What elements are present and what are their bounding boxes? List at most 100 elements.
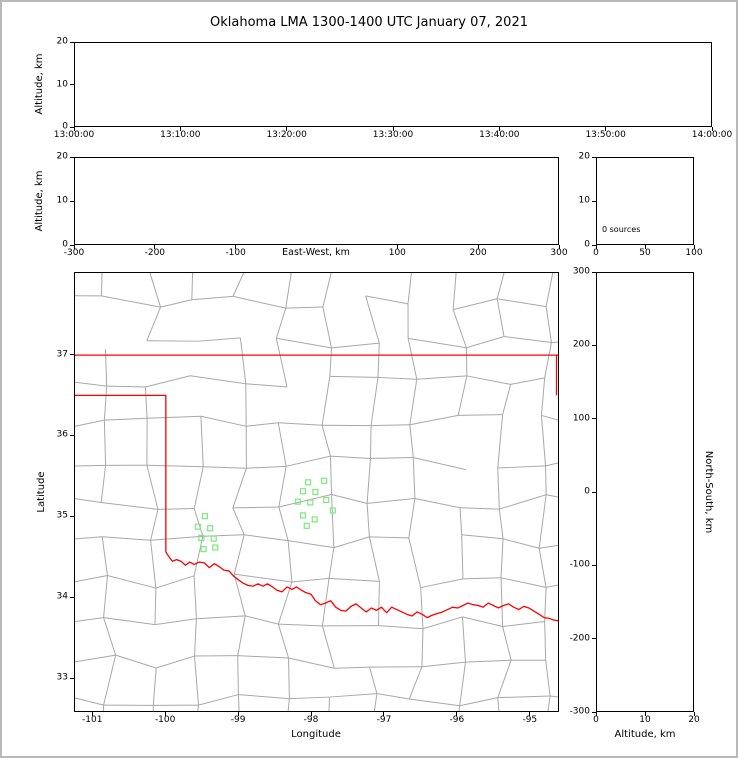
tick-mark [70, 677, 74, 679]
tick-mark [693, 245, 695, 249]
tick-label: 100 [685, 248, 703, 258]
county-line [75, 419, 105, 427]
county-line [497, 414, 504, 469]
county-line [321, 625, 335, 669]
county-line [289, 696, 330, 700]
tick-mark [179, 127, 181, 131]
county-line [408, 498, 416, 538]
county-line [103, 617, 117, 656]
panel-plan-view-map [74, 272, 559, 712]
tick-label: 200 [572, 339, 590, 350]
county-line [408, 537, 422, 588]
county-line [378, 625, 423, 630]
lma-station-marker [210, 535, 217, 542]
county-line [285, 273, 292, 309]
county-line [145, 375, 191, 388]
county-line [421, 661, 466, 668]
lma-station-marker [212, 544, 219, 551]
tick-mark [529, 712, 531, 716]
county-line [377, 376, 417, 380]
county-line [196, 615, 246, 620]
tick-label: 13:30:00 [372, 130, 414, 140]
tick-label: -300 [569, 706, 590, 717]
county-line [541, 414, 558, 421]
county-line [75, 464, 106, 467]
county-line [370, 377, 379, 426]
county-line [459, 697, 498, 707]
tick-mark [392, 127, 394, 131]
county-line [237, 655, 289, 659]
county-line [322, 306, 333, 348]
county-line [545, 273, 554, 307]
tick-mark [693, 712, 695, 716]
lma-station-marker [299, 488, 307, 495]
county-line [510, 377, 545, 385]
tick-mark [592, 491, 596, 493]
county-line [75, 617, 104, 623]
lma-station-marker [312, 488, 319, 496]
tick-label: -200 [144, 248, 166, 258]
tick-mark [73, 245, 75, 249]
county-line [545, 584, 558, 588]
tick-label: 50 [639, 248, 651, 258]
county-line [193, 575, 197, 619]
county-line [329, 456, 333, 495]
county-line [334, 666, 370, 669]
county-line [377, 581, 380, 626]
county-line [150, 535, 203, 541]
county-line [497, 695, 551, 699]
county-line [462, 616, 503, 627]
county-line [322, 273, 332, 308]
county-line [500, 577, 547, 588]
county-line [321, 578, 330, 626]
county-line [496, 298, 505, 337]
county-line [275, 338, 288, 388]
county-line [329, 375, 378, 378]
county-line [278, 506, 289, 541]
ylabel-latitude: Latitude [36, 471, 47, 513]
county-line [497, 467, 500, 510]
county-line [497, 465, 546, 469]
county-line [452, 309, 467, 348]
county-line [150, 540, 157, 589]
county-line [103, 420, 107, 466]
tick-label: 34 [56, 591, 68, 602]
tick-label: -101 [82, 715, 103, 725]
county-line [413, 456, 466, 471]
lma-station-marker [321, 477, 328, 484]
county-line [503, 336, 552, 343]
county-line [194, 656, 199, 706]
county-line [232, 507, 245, 535]
county-line [545, 462, 558, 467]
tick-label: 33 [56, 672, 68, 683]
tick-label: 0 [584, 239, 590, 250]
county-line [462, 577, 502, 580]
county-line [333, 536, 370, 549]
tick-mark [70, 244, 74, 246]
county-line [285, 306, 323, 309]
county-line [328, 697, 331, 711]
tick-mark [605, 127, 607, 131]
county-line [115, 654, 157, 669]
county-line [198, 337, 241, 342]
tick-mark [235, 245, 237, 249]
county-line [198, 694, 239, 706]
county-line [193, 536, 204, 576]
tick-mark [164, 712, 166, 716]
lma-station-marker [299, 512, 307, 519]
county-line [370, 456, 414, 459]
county-line [288, 657, 335, 669]
tick-mark [73, 127, 75, 131]
county-line [545, 465, 547, 495]
tick-mark [383, 712, 385, 716]
tick-label: 10 [578, 195, 590, 206]
panel-time-height [74, 42, 712, 127]
county-line [156, 655, 195, 669]
county-line [459, 507, 500, 510]
county-line [409, 424, 414, 458]
tick-label: 36 [56, 429, 68, 440]
county-line [244, 534, 289, 542]
county-line [190, 375, 246, 385]
county-line [367, 497, 415, 504]
